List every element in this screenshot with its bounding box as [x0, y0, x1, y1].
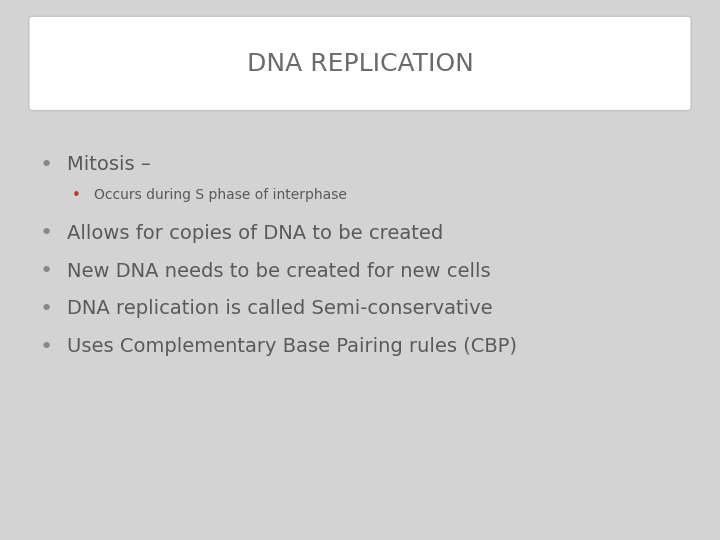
Text: •: •: [72, 188, 81, 203]
FancyBboxPatch shape: [29, 16, 691, 111]
Text: •: •: [40, 261, 53, 281]
Text: Occurs during S phase of interphase: Occurs during S phase of interphase: [94, 188, 346, 202]
Text: DNA replication is called Semi-conservative: DNA replication is called Semi-conservat…: [67, 299, 492, 319]
Text: DNA REPLICATION: DNA REPLICATION: [246, 52, 474, 76]
Text: Mitosis –: Mitosis –: [67, 155, 150, 174]
Text: •: •: [40, 223, 53, 244]
Text: Uses Complementary Base Pairing rules (CBP): Uses Complementary Base Pairing rules (C…: [67, 337, 517, 356]
Text: •: •: [40, 336, 53, 357]
Text: New DNA needs to be created for new cells: New DNA needs to be created for new cell…: [67, 261, 490, 281]
Text: Allows for copies of DNA to be created: Allows for copies of DNA to be created: [67, 224, 444, 243]
Text: •: •: [40, 154, 53, 175]
Text: •: •: [40, 299, 53, 319]
